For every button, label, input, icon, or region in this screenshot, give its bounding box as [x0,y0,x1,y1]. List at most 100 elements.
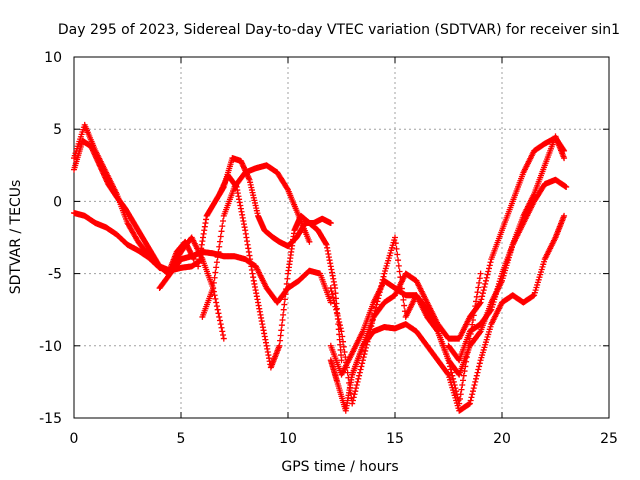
data-point [217,321,224,328]
data-point [336,319,343,326]
data-point [217,233,224,240]
data-point [487,259,494,266]
data-point [444,370,451,377]
data-point [450,375,457,382]
data-point [461,368,468,375]
data-point [481,284,488,291]
data-point [350,394,357,401]
data-point [284,275,291,282]
data-point [378,282,385,289]
data-point [376,289,383,296]
data-point [214,306,221,313]
data-point [353,385,360,392]
data-point [218,324,225,331]
data-point [349,397,356,404]
data-point [473,298,480,305]
data-point [214,254,221,261]
x-tick-label: 10 [279,431,297,447]
data-point [447,363,454,370]
data-point [277,337,284,344]
data-point [380,273,387,280]
data-point [373,301,380,308]
data-point [351,391,358,398]
x-tick-label: 25 [600,431,618,447]
data-point [485,268,492,275]
data-point [473,372,480,379]
series-sat-h [327,212,568,414]
data-point [456,400,463,407]
data-point [486,265,493,272]
data-point [353,381,360,388]
ticks [73,56,610,419]
data-point [561,212,568,219]
data-point [363,341,370,348]
data-point [213,264,220,271]
data-point [362,347,369,354]
data-point [456,395,463,402]
data-point [476,279,483,286]
data-point [473,293,480,300]
data-point [345,374,352,381]
data-point [330,294,337,301]
data-point [479,290,486,297]
data-point [479,293,486,300]
series-sat-f [216,172,345,371]
data-point [360,354,367,361]
data-point [338,357,345,364]
series-sat-j [327,134,568,407]
chart-title: Day 295 of 2023, Sidereal Day-to-day VTE… [58,22,620,38]
data-point [471,307,478,314]
y-tick-labels: -15 -10 -5 0 5 10 [39,50,62,427]
data-point [281,296,288,303]
data-point [463,354,470,361]
data-point [468,394,475,401]
data-point [211,274,218,281]
data-point [336,322,343,329]
data-point [397,274,404,281]
data-point [445,357,452,364]
data-point [475,366,482,373]
data-point [213,259,220,266]
data-point [335,315,342,322]
data-point [470,312,477,319]
data-point [341,348,348,355]
data-point [337,346,344,353]
data-point [398,279,405,286]
data-point [355,375,362,382]
data-point [276,342,283,349]
data-point [472,303,479,310]
data-point [462,363,469,370]
data-point [220,331,227,338]
data-point [375,295,382,302]
data-point [476,329,483,336]
data-point [284,185,291,192]
data-point [216,238,223,245]
data-point [379,279,386,286]
data-point [374,298,381,305]
data-point [399,291,406,298]
data-point [333,306,340,313]
y-tick-label: 10 [44,50,62,66]
data-point [340,343,347,350]
data-point [453,388,460,395]
data-point [434,327,441,334]
data-point [358,363,365,370]
data-point [342,354,349,361]
data-point [327,220,334,227]
data-point [394,251,401,258]
data-point [451,381,458,388]
data-point [370,313,377,320]
data-point [332,303,339,310]
data-point [474,289,481,296]
data-point [332,290,339,297]
data-point [396,268,403,275]
series-sat-c [71,209,206,274]
data-point [487,307,494,314]
data-point [347,390,354,397]
data-point [476,275,483,282]
data-point [210,279,217,286]
data-point [372,307,379,314]
data-point [212,269,219,276]
data-point [216,317,223,324]
data-point [211,292,218,299]
